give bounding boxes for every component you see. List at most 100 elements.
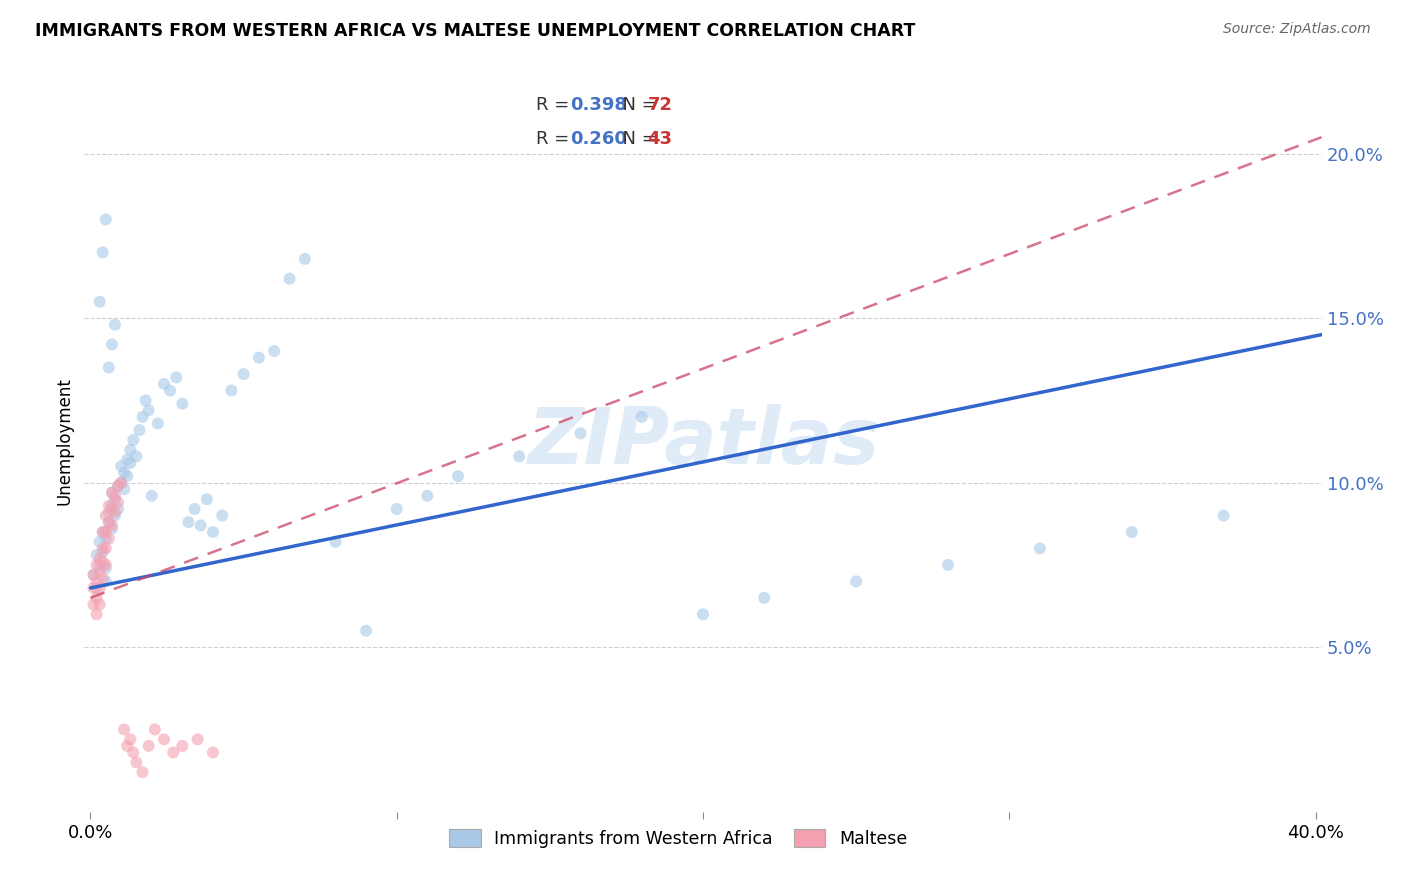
Point xyxy=(211,508,233,523)
Point xyxy=(201,524,224,539)
Point xyxy=(91,555,114,569)
Point xyxy=(91,541,114,556)
Point xyxy=(692,607,714,622)
Point xyxy=(172,739,194,753)
Point xyxy=(354,624,377,638)
Point xyxy=(89,598,111,612)
Point xyxy=(104,505,127,519)
Point xyxy=(187,732,209,747)
Point xyxy=(86,558,108,572)
Point xyxy=(86,581,108,595)
Point xyxy=(138,739,160,753)
Point xyxy=(385,502,408,516)
Point xyxy=(110,475,132,490)
Point xyxy=(104,508,127,523)
Point xyxy=(94,532,117,546)
Point xyxy=(86,548,108,562)
Point xyxy=(183,502,205,516)
Point xyxy=(94,574,117,589)
Point xyxy=(107,479,129,493)
Point xyxy=(294,252,316,266)
Point xyxy=(97,505,120,519)
Point xyxy=(83,581,105,595)
Point xyxy=(107,502,129,516)
Text: N =: N = xyxy=(612,130,664,148)
Point xyxy=(232,367,254,381)
Point xyxy=(135,393,157,408)
Point xyxy=(86,591,108,605)
Text: IMMIGRANTS FROM WESTERN AFRICA VS MALTESE UNEMPLOYMENT CORRELATION CHART: IMMIGRANTS FROM WESTERN AFRICA VS MALTES… xyxy=(35,22,915,40)
Point xyxy=(104,489,127,503)
Point xyxy=(101,518,124,533)
Point xyxy=(122,746,145,760)
Point xyxy=(508,450,530,464)
Text: ZIPatlas: ZIPatlas xyxy=(527,403,879,480)
Point xyxy=(416,489,439,503)
Point xyxy=(94,541,117,556)
Point xyxy=(97,515,120,529)
Point xyxy=(83,567,105,582)
Point xyxy=(201,746,224,760)
Text: R =: R = xyxy=(536,130,575,148)
Point xyxy=(131,765,153,780)
Point xyxy=(159,384,181,398)
Point xyxy=(112,466,135,480)
Point xyxy=(101,485,124,500)
Point xyxy=(94,212,117,227)
Point xyxy=(104,492,127,507)
Point xyxy=(177,515,200,529)
Point xyxy=(278,271,301,285)
Text: 0.398: 0.398 xyxy=(571,95,627,113)
Point xyxy=(94,508,117,523)
Point xyxy=(138,403,160,417)
Point xyxy=(263,344,285,359)
Text: R =: R = xyxy=(536,95,575,113)
Point xyxy=(115,469,138,483)
Point xyxy=(104,318,127,332)
Point xyxy=(89,565,111,579)
Point xyxy=(107,479,129,493)
Point xyxy=(195,492,218,507)
Point xyxy=(89,551,111,566)
Point xyxy=(101,502,124,516)
Point xyxy=(936,558,959,572)
Point xyxy=(141,489,163,503)
Point xyxy=(172,397,194,411)
Legend: Immigrants from Western Africa, Maltese: Immigrants from Western Africa, Maltese xyxy=(443,822,914,855)
Point xyxy=(91,524,114,539)
Y-axis label: Unemployment: Unemployment xyxy=(55,377,73,506)
Point xyxy=(86,607,108,622)
Point xyxy=(115,452,138,467)
Point xyxy=(97,499,120,513)
Point xyxy=(1029,541,1052,556)
Point xyxy=(101,485,124,500)
Point xyxy=(630,409,652,424)
Point xyxy=(97,532,120,546)
Point xyxy=(91,545,114,559)
Point xyxy=(89,558,111,572)
Text: Source: ZipAtlas.com: Source: ZipAtlas.com xyxy=(1223,22,1371,37)
Point xyxy=(153,732,176,747)
Point xyxy=(86,574,108,589)
Point xyxy=(153,376,176,391)
Point xyxy=(101,522,124,536)
Point xyxy=(131,409,153,424)
Text: 0.260: 0.260 xyxy=(571,130,627,148)
Point xyxy=(120,456,142,470)
Point xyxy=(94,524,117,539)
Point xyxy=(83,598,105,612)
Point xyxy=(190,518,212,533)
Text: 43: 43 xyxy=(647,130,672,148)
Point xyxy=(125,450,148,464)
Point xyxy=(120,732,142,747)
Point xyxy=(569,426,592,441)
Text: 72: 72 xyxy=(647,95,672,113)
Point xyxy=(94,561,117,575)
Point xyxy=(110,475,132,490)
Point xyxy=(91,524,114,539)
Point xyxy=(97,360,120,375)
Point xyxy=(120,442,142,457)
Point xyxy=(325,535,347,549)
Point xyxy=(1212,508,1234,523)
Point xyxy=(112,723,135,737)
